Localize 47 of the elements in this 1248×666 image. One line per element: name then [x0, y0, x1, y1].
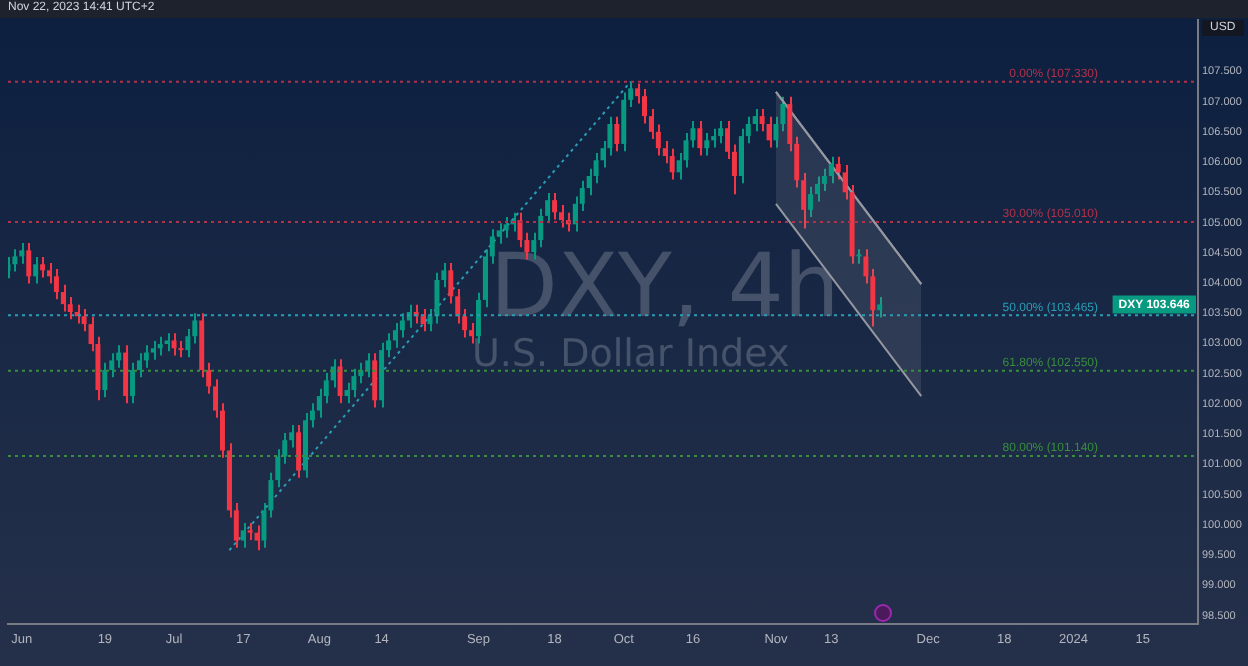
candlestick — [47, 262, 52, 285]
candlestick — [164, 332, 170, 353]
candlestick — [185, 327, 191, 359]
candlestick — [738, 127, 744, 185]
candlestick — [856, 248, 862, 265]
candlestick — [157, 335, 163, 357]
candlestick — [254, 524, 260, 552]
candlestick — [53, 268, 59, 301]
candlestick — [503, 216, 509, 239]
candlestick — [704, 132, 710, 157]
candlestick — [552, 191, 558, 221]
candlestick — [171, 332, 177, 357]
candlestick — [808, 185, 814, 219]
candlestick — [642, 87, 647, 125]
candlestick — [296, 424, 302, 479]
candlestick — [130, 361, 136, 405]
candlestick — [572, 195, 578, 233]
candlestick — [40, 256, 46, 279]
candlestick — [821, 167, 827, 193]
candlestick — [697, 119, 703, 157]
candlestick — [12, 248, 18, 273]
candlestick — [759, 107, 765, 133]
candlestick — [711, 127, 717, 149]
candlestick — [33, 256, 39, 285]
candlestick — [150, 340, 156, 361]
candlestick — [123, 344, 129, 405]
candlestick — [26, 242, 32, 285]
candlestick — [143, 344, 149, 369]
candlestick — [614, 115, 620, 153]
candlestick — [116, 344, 122, 369]
candlestick — [621, 91, 627, 153]
candlestick — [718, 119, 724, 145]
candlestick — [420, 308, 426, 333]
candlestick — [351, 367, 357, 399]
candlestick — [877, 295, 883, 319]
candlestick — [669, 147, 675, 181]
candlestick — [828, 155, 834, 185]
candlestick — [240, 522, 246, 549]
candlestick — [766, 115, 772, 149]
candlestick — [434, 271, 440, 325]
candlestick — [102, 361, 108, 399]
candlestick — [337, 358, 343, 405]
candlestick — [365, 352, 371, 379]
candlestick — [392, 321, 398, 349]
candlestick — [372, 352, 378, 409]
candlestick — [344, 381, 350, 405]
candlestick — [19, 242, 25, 265]
